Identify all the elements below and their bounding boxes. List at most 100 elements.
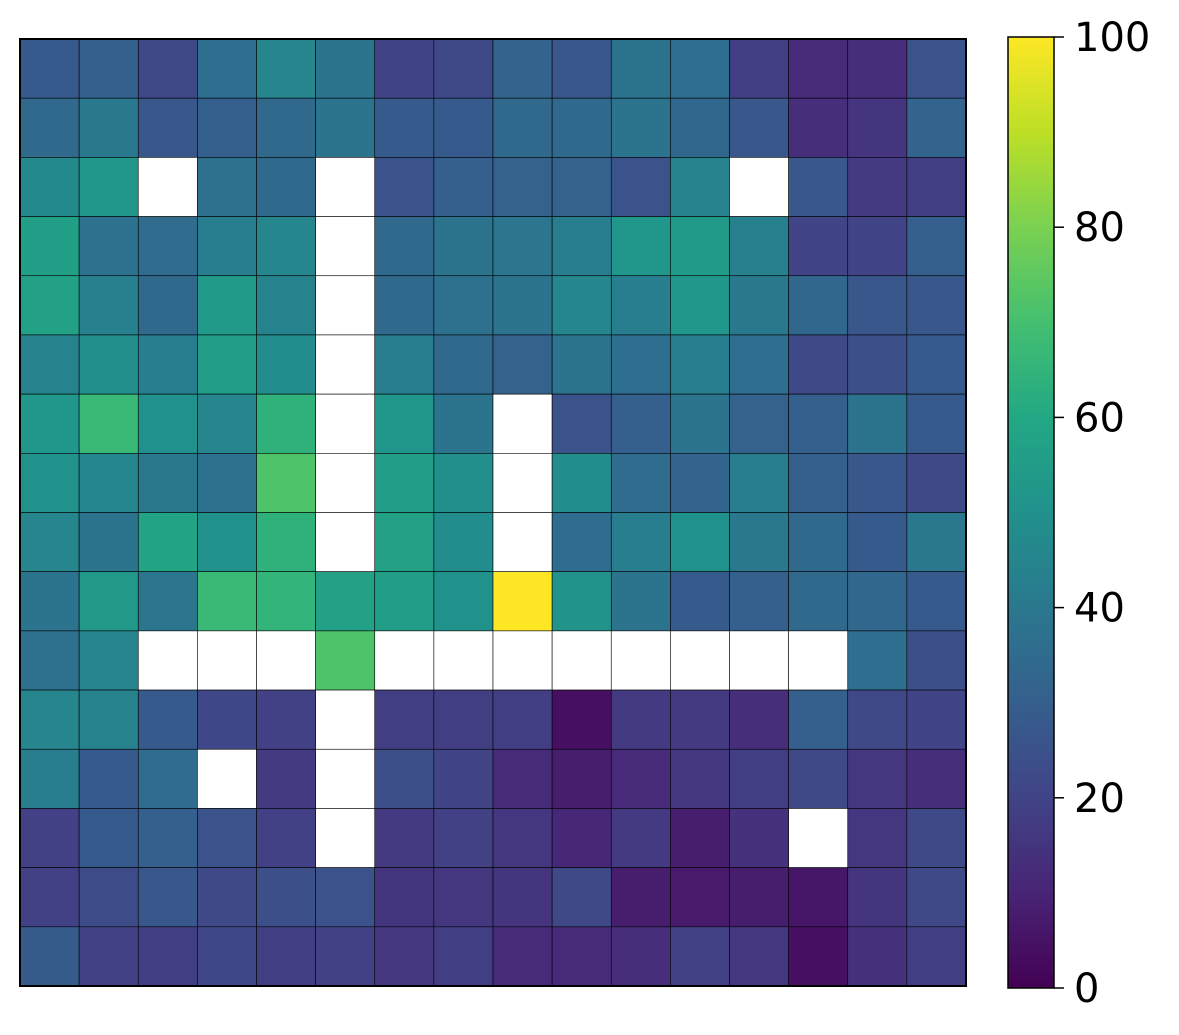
heatmap-cell-empty	[197, 630, 257, 691]
heatmap-cell	[610, 334, 671, 395]
heatmap-cell-empty	[315, 689, 376, 750]
heatmap-cell	[729, 808, 789, 868]
heatmap-cell	[315, 97, 376, 158]
heatmap-cell	[78, 157, 139, 217]
heatmap-cell-empty	[315, 393, 376, 454]
heatmap-cell	[729, 97, 789, 158]
heatmap-cell-empty	[433, 630, 494, 691]
heatmap-cell	[78, 748, 139, 809]
heatmap-cell	[788, 216, 849, 277]
heatmap-cell	[670, 512, 730, 572]
heatmap-cell	[906, 334, 967, 395]
heatmap-cell	[670, 157, 730, 217]
heatmap-cell-empty	[788, 808, 849, 868]
heatmap-cell-empty	[315, 334, 376, 395]
heatmap-cell	[374, 97, 435, 158]
heatmap-cell	[19, 926, 80, 987]
heatmap-cell	[906, 97, 967, 158]
heatmap-cell	[906, 453, 967, 513]
heatmap-cell	[788, 97, 849, 158]
heatmap-cell	[906, 926, 967, 987]
heatmap-cell	[551, 275, 612, 336]
heatmap-cell	[847, 275, 908, 336]
colorbar-tick-label: 80	[1074, 205, 1125, 251]
heatmap-cell	[137, 97, 198, 158]
heatmap-cell	[610, 689, 671, 750]
heatmap-cell	[137, 808, 198, 868]
heatmap-cell	[374, 926, 435, 987]
heatmap-cell	[374, 748, 435, 809]
heatmap-cell	[433, 867, 494, 928]
heatmap-cell	[847, 38, 908, 99]
heatmap-cell	[137, 867, 198, 928]
heatmap-cell	[256, 38, 316, 99]
heatmap-cell	[197, 157, 257, 217]
heatmap-cell	[19, 630, 80, 691]
heatmap-cell	[670, 453, 730, 513]
heatmap-cell	[610, 97, 671, 158]
heatmap-cell	[551, 157, 612, 217]
heatmap-cell	[729, 926, 789, 987]
heatmap-cell	[610, 808, 671, 868]
heatmap-cell	[670, 926, 730, 987]
heatmap-cell	[197, 275, 257, 336]
heatmap-cell	[492, 275, 553, 336]
heatmap-cell	[906, 157, 967, 217]
heatmap-cell	[374, 512, 435, 572]
heatmap-cell	[847, 97, 908, 158]
heatmap-cell	[847, 157, 908, 217]
heatmap-cell	[670, 216, 730, 277]
heatmap-cell	[433, 808, 494, 868]
heatmap-cell	[610, 748, 671, 809]
heatmap-cell-empty	[492, 453, 553, 513]
heatmap-cell	[492, 157, 553, 217]
heatmap-cell	[374, 689, 435, 750]
heatmap-cell	[492, 334, 553, 395]
heatmap-cell	[610, 512, 671, 572]
heatmap-cell	[315, 630, 376, 691]
heatmap-cell	[729, 453, 789, 513]
heatmap-cell	[670, 393, 730, 454]
heatmap-cell	[729, 748, 789, 809]
heatmap-cell	[137, 275, 198, 336]
heatmap-cell	[197, 393, 257, 454]
heatmap-cell	[78, 38, 139, 99]
heatmap-cell	[551, 867, 612, 928]
heatmap-cell	[78, 571, 139, 632]
heatmap-cell	[256, 689, 316, 750]
heatmap-cell	[670, 275, 730, 336]
heatmap-cell	[492, 808, 553, 868]
colorbar-tick-label: 100	[1074, 15, 1150, 61]
heatmap-cell	[729, 38, 789, 99]
heatmap-cell	[137, 748, 198, 809]
colorbar-frame	[1007, 36, 1055, 989]
colorbar-tick-label: 40	[1074, 586, 1125, 632]
heatmap-cell	[19, 97, 80, 158]
heatmap-cell	[78, 334, 139, 395]
heatmap-cell	[197, 216, 257, 277]
heatmap-cell	[137, 334, 198, 395]
heatmap-cell	[197, 453, 257, 513]
heatmap-cell	[670, 334, 730, 395]
heatmap-cell	[433, 571, 494, 632]
heatmap-cell	[137, 393, 198, 454]
heatmap-cell	[256, 393, 316, 454]
heatmap-cell	[374, 453, 435, 513]
heatmap-cell	[492, 748, 553, 809]
heatmap-cell	[197, 334, 257, 395]
heatmap-cell	[847, 453, 908, 513]
heatmap-cell	[78, 512, 139, 572]
heatmap-cell-empty	[315, 453, 376, 513]
heatmap-cells	[19, 38, 967, 987]
heatmap-cell-empty	[256, 630, 316, 691]
colorbar-gradient	[1008, 37, 1054, 988]
heatmap-cell-empty	[492, 630, 553, 691]
heatmap-cell	[433, 38, 494, 99]
heatmap-cell	[729, 689, 789, 750]
heatmap-cell	[847, 808, 908, 868]
heatmap-cell	[847, 926, 908, 987]
heatmap-cell	[788, 926, 849, 987]
heatmap-cell	[19, 216, 80, 277]
heatmap-cell	[788, 38, 849, 99]
